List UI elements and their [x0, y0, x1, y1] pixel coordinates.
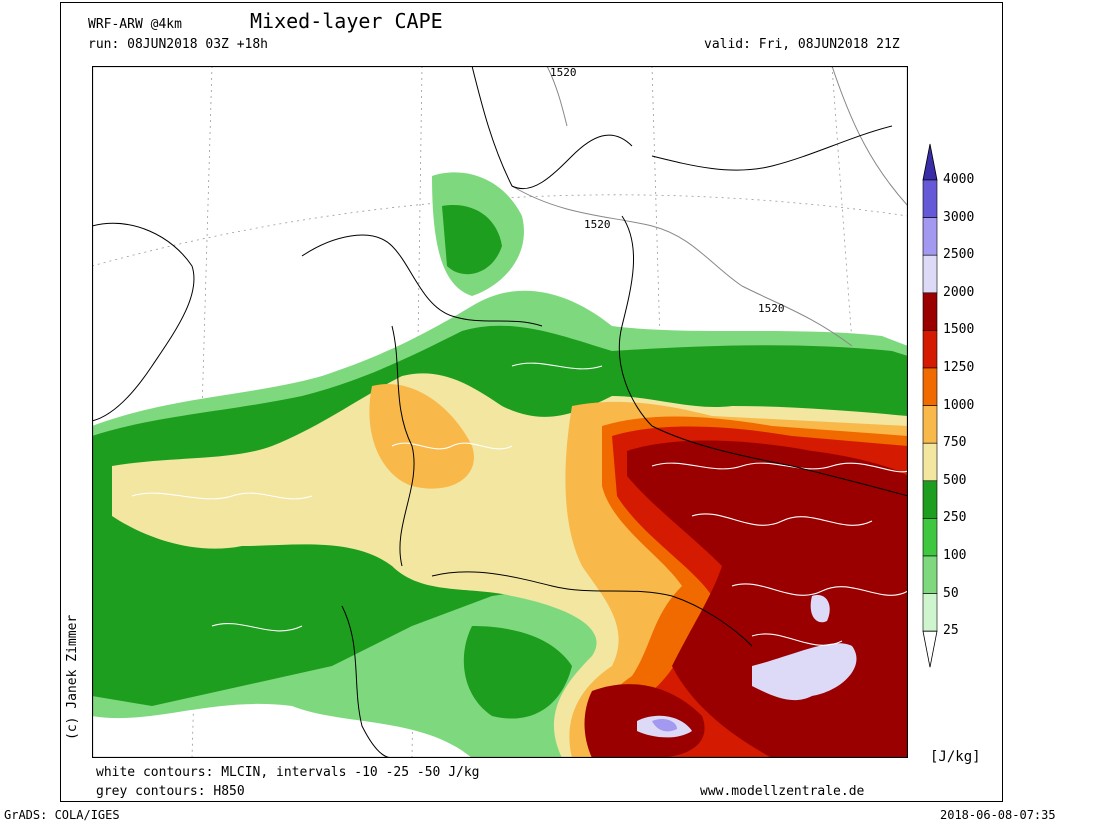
h850-contours — [511, 66, 908, 347]
website-label: www.modellzentrale.de — [700, 784, 865, 799]
colorbar-tick-label: 50 — [943, 585, 959, 601]
colorbar-tick-label: 4000 — [943, 172, 975, 187]
borders — [92, 66, 908, 758]
colorbar-swatch — [922, 480, 938, 519]
colorbar-swatch — [922, 330, 938, 369]
colorbar-swatch — [922, 217, 938, 256]
colorbar-swatch — [922, 555, 938, 594]
colorbar-arrow-top — [922, 143, 938, 181]
colorbar-swatch — [922, 518, 938, 557]
colorbar-swatch — [922, 179, 938, 218]
colorbar-tick-label: 3000 — [943, 209, 975, 225]
colorbar — [922, 143, 938, 668]
colorbar-tick-label: 2000 — [943, 284, 975, 300]
colorbar-tick-label: 500 — [943, 472, 967, 488]
colorbar-tick-label: 250 — [943, 510, 967, 526]
colorbar-swatch — [922, 593, 938, 632]
plot-frame — [60, 2, 1003, 802]
colorbar-tick-label: 1250 — [943, 360, 975, 375]
mlcin-contours — [131, 362, 908, 646]
cape-map: 1520 1520 1520 — [92, 66, 908, 758]
colorbar-swatch — [922, 292, 938, 331]
colorbar-unit: [J/kg] — [930, 749, 981, 765]
valid-time-label: valid: Fri, 08JUN2018 21Z — [704, 37, 900, 52]
copyright-label: (c) Janek Zimmer — [65, 614, 80, 740]
cape-field-purple — [652, 718, 677, 732]
colorbar-swatch — [922, 367, 938, 406]
model-label: WRF-ARW @4km — [88, 17, 182, 32]
colorbar-tick-label: 25 — [943, 623, 959, 639]
colorbar-arrow-bottom — [922, 630, 938, 668]
colorbar-tick-label: 1000 — [943, 397, 975, 413]
map-border — [92, 66, 908, 758]
contour-label: 1520 — [550, 66, 577, 79]
contour-label: 1520 — [584, 218, 611, 231]
legend-grey-contours: grey contours: H850 — [96, 784, 245, 799]
grads-label: GrADS: COLA/IGES — [4, 808, 120, 822]
colorbar-swatch — [922, 442, 938, 482]
colorbar-tick-label: 1500 — [943, 322, 975, 338]
legend-white-contours: white contours: MLCIN, intervals -10 -25… — [96, 765, 480, 780]
colorbar-tick-label: 750 — [943, 435, 967, 451]
colorbar-tick-label: 100 — [943, 548, 967, 563]
run-label: run: 08JUN2018 03Z +18h — [88, 37, 269, 52]
colorbar-swatch — [922, 254, 938, 294]
contour-label: 1520 — [758, 302, 785, 315]
colorbar-swatch — [922, 405, 938, 444]
chart-title: Mixed-layer CAPE — [250, 9, 443, 33]
colorbar-tick-label: 2500 — [943, 247, 975, 263]
timestamp-label: 2018-06-08-07:35 — [940, 808, 1056, 822]
